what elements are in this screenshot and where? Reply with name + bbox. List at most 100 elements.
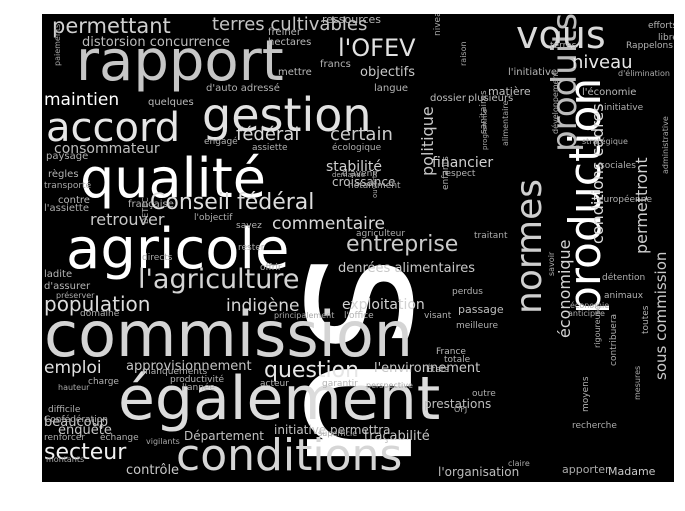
word: échange bbox=[100, 433, 139, 443]
word: terres bbox=[550, 41, 577, 51]
word: OFJ bbox=[454, 405, 468, 414]
word: visant bbox=[424, 311, 452, 321]
word: rapport bbox=[76, 29, 284, 94]
word: permettant bbox=[52, 14, 171, 38]
word: langue bbox=[374, 83, 409, 94]
word: directs bbox=[142, 253, 173, 263]
word: notamment bbox=[348, 181, 401, 191]
word: également bbox=[118, 364, 441, 434]
word: d'élimination bbox=[618, 69, 670, 78]
word: développement bbox=[551, 71, 560, 134]
word: permettront bbox=[632, 157, 651, 254]
word: domaine bbox=[80, 309, 120, 319]
word: contre bbox=[58, 195, 90, 206]
word: d'assurer bbox=[44, 281, 91, 292]
word: hectares bbox=[268, 37, 312, 48]
word: raison bbox=[459, 41, 468, 66]
word: indigène bbox=[226, 296, 300, 316]
word: perdus bbox=[452, 287, 483, 297]
word: distorsion concurrence bbox=[82, 35, 231, 50]
word: offrir bbox=[260, 263, 282, 273]
word: demande bbox=[332, 171, 366, 179]
word: approvisionnement bbox=[126, 359, 252, 374]
word: l'objectif bbox=[194, 213, 233, 223]
word: population bbox=[44, 292, 151, 316]
word: acteur bbox=[260, 379, 289, 389]
word: normes bbox=[509, 179, 550, 314]
word: française bbox=[128, 199, 174, 210]
word: l'économie bbox=[582, 87, 637, 98]
word: ressources bbox=[322, 14, 382, 26]
word: savez bbox=[236, 221, 262, 231]
word: renforcer bbox=[44, 433, 86, 443]
word: contrôle bbox=[126, 463, 180, 478]
word: économique bbox=[555, 239, 574, 338]
word: hauteur bbox=[58, 383, 90, 392]
word: freiner bbox=[268, 27, 301, 38]
word: paiements bbox=[53, 23, 62, 66]
word: Confédération bbox=[44, 415, 108, 425]
word: accord bbox=[46, 105, 181, 151]
word: question bbox=[264, 358, 360, 383]
word: principalement bbox=[274, 311, 335, 320]
word: commentaire bbox=[272, 214, 385, 234]
word: Conseil fédéral bbox=[150, 190, 315, 215]
word: montants bbox=[46, 455, 85, 464]
word: dossier bbox=[430, 93, 466, 104]
word: superficie bbox=[318, 429, 358, 438]
word: conditions cadres bbox=[588, 103, 607, 244]
word: sous commission bbox=[652, 251, 670, 380]
word: l'assiette bbox=[44, 203, 89, 214]
word: qualité bbox=[80, 147, 266, 210]
word: prestations bbox=[424, 397, 492, 411]
word: productivité bbox=[170, 375, 225, 385]
word: libre bbox=[658, 33, 674, 43]
word: retrouver bbox=[90, 210, 165, 229]
word: traçabilité bbox=[364, 429, 430, 444]
word: emploi bbox=[44, 358, 102, 378]
word: stratégique bbox=[582, 137, 628, 146]
word: beaucoup bbox=[44, 415, 109, 430]
word: contribuera bbox=[609, 313, 619, 366]
word: objectifs bbox=[360, 65, 416, 80]
word: traitant bbox=[474, 231, 508, 241]
word: d'auto adressé bbox=[206, 83, 280, 94]
word: totale bbox=[444, 355, 471, 365]
word: francs bbox=[320, 59, 351, 70]
word: Madame bbox=[608, 465, 656, 478]
word: garantir bbox=[322, 379, 358, 389]
word: l'organisation bbox=[438, 465, 520, 479]
word: secteur bbox=[44, 440, 127, 465]
word: DETEC bbox=[141, 197, 150, 224]
word: l'initiative bbox=[508, 67, 558, 78]
word: commission bbox=[44, 298, 414, 371]
word: niveau bbox=[433, 14, 443, 36]
word: transporté bbox=[44, 181, 92, 191]
word: initiative bbox=[604, 103, 644, 113]
word: programme bbox=[481, 108, 489, 150]
word: rigoureuse bbox=[593, 305, 602, 348]
word: apporter bbox=[562, 463, 610, 476]
word: croissance bbox=[332, 175, 396, 189]
word: sociales bbox=[600, 161, 636, 171]
word: initiative permettra bbox=[274, 423, 391, 437]
word: denrées alimentaires bbox=[338, 261, 476, 276]
word: détention bbox=[602, 273, 646, 283]
word: enquête bbox=[58, 423, 112, 438]
word: niveau bbox=[572, 52, 633, 73]
word: conditions bbox=[176, 430, 403, 481]
word: anticipée bbox=[568, 309, 605, 318]
word: perspective bbox=[366, 381, 413, 390]
word: passage bbox=[458, 303, 504, 316]
word: d'avenir bbox=[342, 169, 379, 179]
word: vous bbox=[516, 14, 606, 57]
word: ouverte bbox=[371, 170, 379, 198]
word: agricole bbox=[66, 217, 290, 282]
word: terres cultivables bbox=[212, 14, 368, 35]
word: financier bbox=[432, 155, 494, 171]
word: l'agriculture bbox=[138, 264, 300, 295]
word: difficile bbox=[48, 405, 81, 415]
word: alimentaire bbox=[501, 100, 510, 146]
word: l'office bbox=[344, 311, 374, 321]
word: paysage bbox=[46, 151, 89, 162]
